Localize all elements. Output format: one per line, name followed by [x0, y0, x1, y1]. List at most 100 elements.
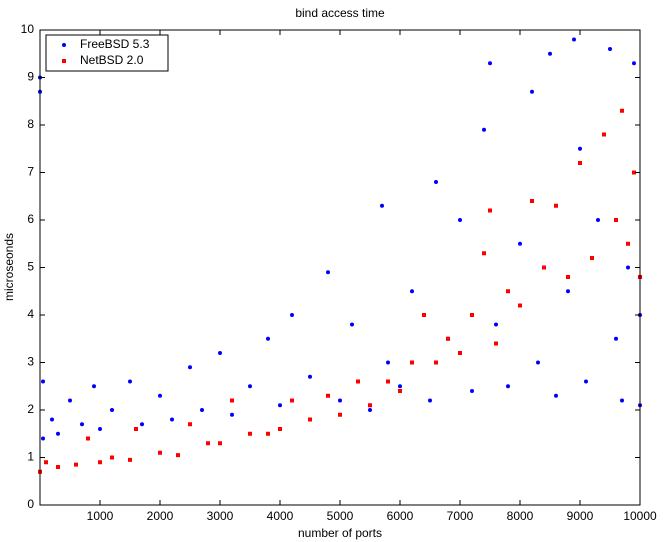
data-point: [278, 427, 282, 431]
data-point: [128, 457, 132, 462]
data-point: [158, 450, 162, 455]
data-point: [350, 322, 354, 327]
data-point: [398, 389, 402, 393]
data-point: [620, 108, 624, 113]
plot-points: [38, 37, 642, 474]
data-point: [530, 89, 534, 94]
data-point: [572, 37, 576, 42]
data-point: [218, 351, 222, 355]
data-point: [536, 360, 540, 365]
data-point: [602, 132, 606, 137]
data-point: [56, 465, 60, 469]
x-tick-label: 8000: [507, 509, 534, 523]
data-point: [230, 412, 234, 417]
data-point: [434, 180, 438, 184]
data-point: [386, 360, 390, 365]
data-point: [368, 403, 372, 408]
data-point: [50, 417, 54, 422]
y-tick-label: 0: [27, 497, 34, 511]
data-point: [578, 161, 582, 165]
data-point: [41, 436, 45, 441]
data-point: [98, 427, 102, 431]
data-point: [338, 398, 342, 403]
data-point: [170, 417, 174, 422]
data-point: [98, 460, 102, 465]
data-point: [278, 403, 282, 408]
x-tick-label: 9000: [567, 509, 594, 523]
data-point: [620, 398, 624, 403]
data-point: [542, 265, 546, 270]
data-point: [290, 398, 294, 403]
data-point: [128, 379, 132, 384]
y-tick-label: 3: [27, 355, 34, 369]
data-point: [266, 431, 270, 436]
data-point: [566, 275, 570, 279]
data-point: [74, 462, 78, 467]
legend-box: [45, 34, 169, 72]
data-point: [230, 398, 234, 403]
x-tick-label: 3000: [207, 509, 234, 523]
data-point: [488, 61, 492, 66]
data-point: [398, 384, 402, 389]
data-point: [608, 47, 612, 51]
data-point: [206, 441, 210, 446]
data-point: [188, 422, 192, 427]
y-tick-label: 8: [27, 117, 34, 131]
data-point: [482, 127, 486, 132]
chart-title: bind access time: [295, 6, 385, 20]
data-point: [176, 453, 180, 458]
data-point: [470, 313, 474, 317]
data-point: [434, 360, 438, 365]
data-point: [458, 218, 462, 222]
data-point: [56, 431, 60, 436]
data-point: [518, 241, 522, 246]
x-axis-label: number of ports: [298, 526, 382, 540]
data-point: [626, 241, 630, 246]
data-point: [386, 379, 390, 384]
data-point: [326, 393, 330, 398]
data-point: [422, 313, 426, 317]
data-point: [140, 422, 144, 427]
data-point: [44, 460, 48, 465]
data-point: [326, 270, 330, 275]
data-point: [92, 384, 96, 389]
data-point: [518, 303, 522, 308]
legend: FreeBSD 5.3 NetBSD 2.0: [45, 34, 169, 72]
data-point: [80, 422, 84, 427]
data-point: [590, 256, 594, 260]
y-tick-label: 9: [27, 70, 34, 84]
x-tick-label: 1000: [87, 509, 114, 523]
legend-label: FreeBSD 5.3: [80, 37, 150, 51]
data-point: [596, 218, 600, 222]
data-point: [380, 203, 384, 208]
data-point: [368, 408, 372, 412]
data-point: [86, 436, 90, 441]
x-tick-label: 2000: [147, 509, 174, 523]
data-point: [614, 218, 618, 222]
data-point: [41, 379, 45, 384]
y-tick-label: 4: [27, 307, 34, 321]
data-point: [248, 431, 252, 436]
plot-frame: [39, 29, 641, 506]
y-tick-label: 2: [27, 402, 34, 416]
x-tick-label: 7000: [447, 509, 474, 523]
data-point: [134, 427, 138, 431]
data-point: [248, 384, 252, 389]
data-point: [488, 208, 492, 213]
data-point: [494, 322, 498, 327]
data-point: [554, 203, 558, 208]
data-point: [632, 170, 636, 175]
data-point: [632, 61, 636, 66]
data-point: [614, 336, 618, 341]
data-point: [200, 408, 204, 412]
x-tick-label: 4000: [267, 509, 294, 523]
data-point: [530, 199, 534, 203]
data-point: [338, 412, 342, 417]
x-tick-label: 5000: [327, 509, 354, 523]
data-point: [578, 146, 582, 151]
data-point: [308, 417, 312, 422]
data-point: [356, 379, 360, 384]
data-point: [470, 389, 474, 393]
